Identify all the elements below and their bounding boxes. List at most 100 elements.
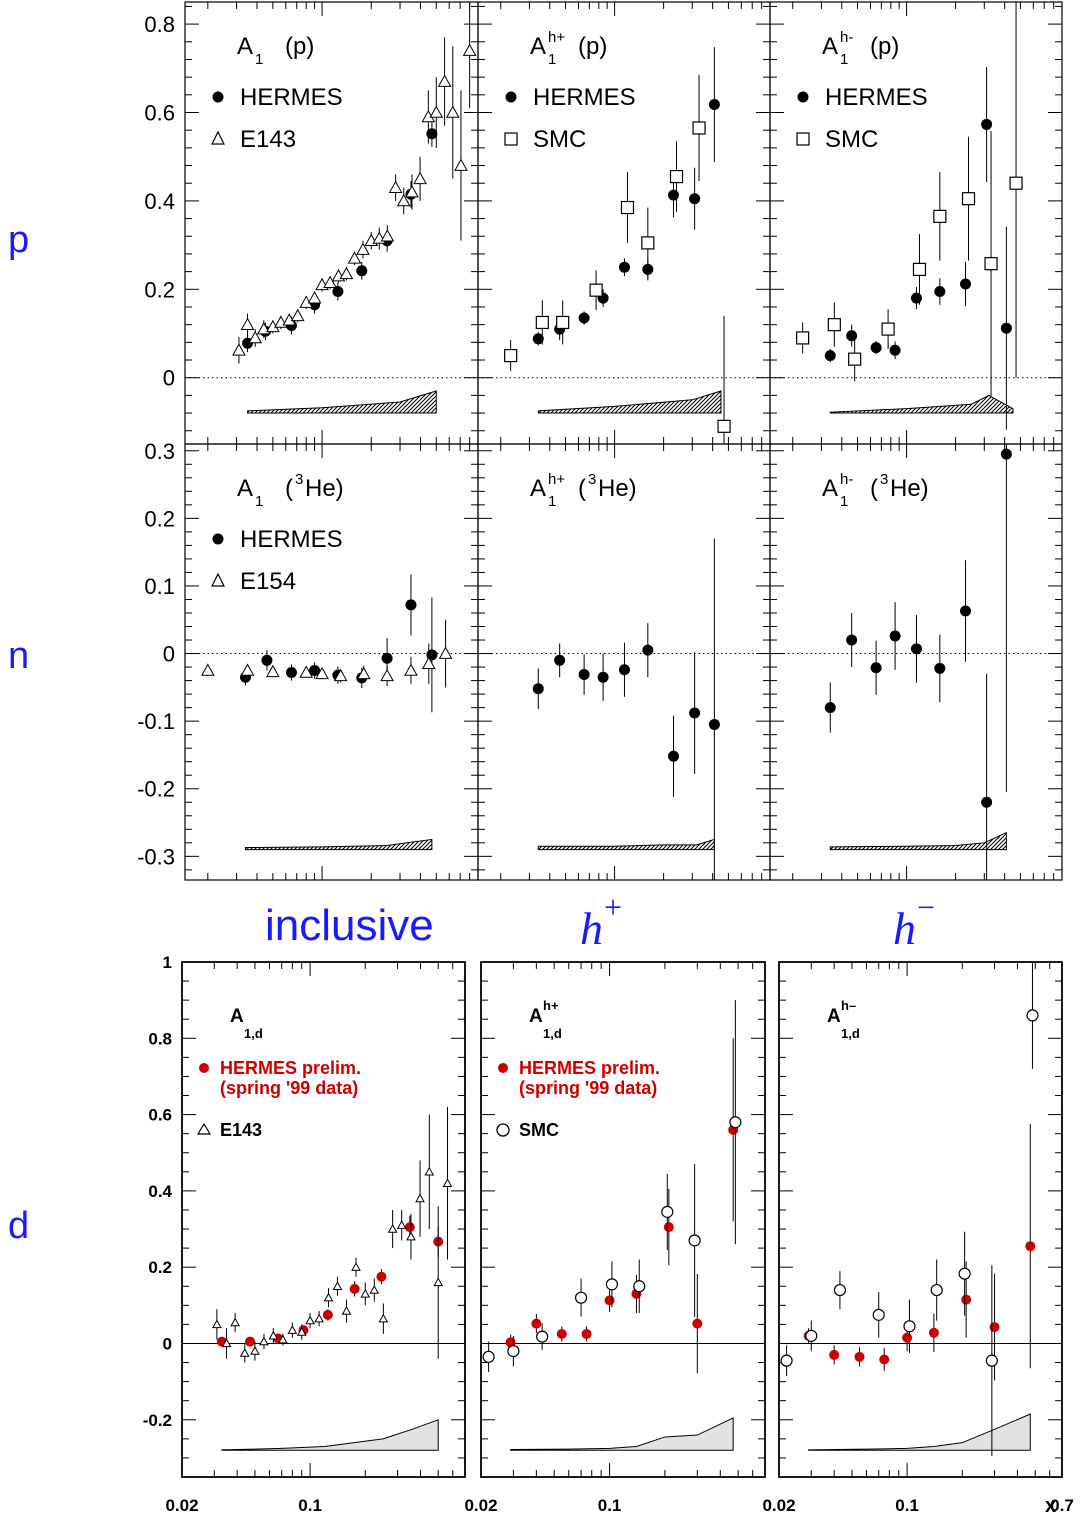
- data-point: [504, 349, 518, 363]
- data-point: [413, 171, 427, 185]
- legend-label: SMC: [519, 1120, 559, 1140]
- data-point: [578, 312, 590, 324]
- data-point: [261, 654, 273, 666]
- legend-marker: [496, 1123, 510, 1137]
- data-point: [404, 1222, 415, 1233]
- data-point: [692, 1318, 703, 1329]
- data-points: [780, 962, 1039, 1457]
- data-point: [396, 1220, 407, 1229]
- column-label-hminus: h −: [893, 889, 935, 954]
- panel-title-sup: h+: [548, 471, 565, 488]
- panel-title-target-sup: 3: [588, 471, 596, 488]
- panel-frame: [184, 1, 479, 445]
- panel-title-target: He): [598, 475, 637, 502]
- y-tick-label: 0: [163, 1334, 172, 1353]
- data-points: [232, 2, 477, 364]
- row-label-n: n: [8, 635, 29, 677]
- panel-title-target-pre: (: [578, 475, 586, 502]
- panel-title-sup: h-: [840, 471, 853, 488]
- data-point: [277, 1334, 288, 1344]
- y-tick-label: 0.2: [144, 506, 175, 531]
- legend-marker: [212, 533, 224, 545]
- data-point: [406, 1231, 416, 1241]
- data-point: [824, 702, 836, 714]
- data-point: [981, 118, 993, 130]
- data-point: [376, 1271, 387, 1282]
- panel-title-sub: 1: [255, 493, 263, 510]
- data-point: [445, 105, 460, 118]
- panel-title-base: A: [530, 475, 546, 502]
- column-label-hminus-base: h: [893, 903, 916, 954]
- panel-title-sup: h–: [841, 998, 856, 1013]
- data-point: [380, 229, 395, 242]
- data-point: [482, 1350, 495, 1363]
- legend-label: E143: [220, 1120, 262, 1140]
- data-point: [663, 1222, 674, 1233]
- panel-p-inclusive: 0 0.2 0.4 0.6 0.8 A 1 (p) HERMES E143: [144, 1, 479, 445]
- data-points: [200, 574, 453, 713]
- panel-title-target-pre: (: [285, 475, 293, 502]
- data-point: [332, 1281, 343, 1290]
- data-point: [729, 1116, 742, 1129]
- legend-label: SMC: [825, 126, 878, 153]
- panel-title-sub: 1: [548, 493, 556, 510]
- data-point: [1000, 322, 1012, 334]
- systematic-band: [244, 838, 433, 851]
- y-tick-label: 0.6: [148, 1106, 172, 1125]
- data-point: [314, 1313, 324, 1323]
- data-point: [618, 664, 630, 676]
- data-point: [421, 656, 436, 669]
- panel-title-sup: h+: [548, 29, 565, 46]
- data-point: [933, 209, 947, 223]
- data-point: [532, 683, 544, 695]
- panel-title-sub: 1,d: [244, 1026, 263, 1041]
- legend-marker: [211, 130, 225, 145]
- panel-title-base: A: [237, 475, 253, 502]
- x-tick-label: 0.1: [598, 1496, 622, 1515]
- data-point: [266, 664, 280, 678]
- data-point: [854, 1351, 865, 1362]
- legend-marker: [796, 132, 810, 146]
- data-point: [912, 262, 927, 277]
- systematic-band: [537, 390, 722, 414]
- data-point: [535, 315, 549, 330]
- data-point: [870, 342, 882, 354]
- data-point: [333, 668, 348, 682]
- legend-label: HERMES prelim.: [220, 1058, 361, 1078]
- data-point: [200, 663, 215, 676]
- systematic-band: [221, 1419, 439, 1451]
- data-point: [381, 652, 393, 664]
- panel-n-inclusive: -0.3 -0.2 -0.1 0 0.1 0.2 0.3 A 1 (3 He) HERMES E154: [137, 439, 479, 881]
- data-point: [984, 257, 998, 271]
- data-point: [889, 630, 901, 642]
- data-point: [985, 1354, 998, 1367]
- data-point: [305, 1315, 315, 1325]
- y-tick-label: 0.4: [148, 1182, 172, 1201]
- legend-label-2: (spring '99 data): [519, 1078, 657, 1098]
- data-points: [796, 2, 1023, 430]
- data-point: [349, 1283, 360, 1294]
- x-tick-label: 0.7: [1050, 1496, 1074, 1515]
- data-point: [388, 180, 403, 193]
- data-point: [429, 105, 444, 118]
- data-point: [341, 1306, 352, 1315]
- data-point: [872, 1308, 885, 1321]
- data-point: [245, 1336, 256, 1347]
- data-point: [212, 1319, 222, 1329]
- panel-title-target: He): [305, 475, 344, 502]
- data-point: [829, 1349, 840, 1360]
- data-point: [604, 1295, 615, 1306]
- data-point: [433, 1277, 444, 1287]
- data-point: [574, 1291, 588, 1304]
- panel-frame: [480, 961, 766, 1478]
- legend-marker: [211, 572, 225, 587]
- y-tick-label: -0.1: [137, 709, 175, 734]
- data-point: [437, 74, 452, 87]
- data-point: [424, 1166, 435, 1176]
- data-point: [250, 1346, 260, 1355]
- data-point: [531, 1318, 542, 1329]
- row-label-p: p: [8, 219, 29, 261]
- data-point: [903, 1320, 916, 1333]
